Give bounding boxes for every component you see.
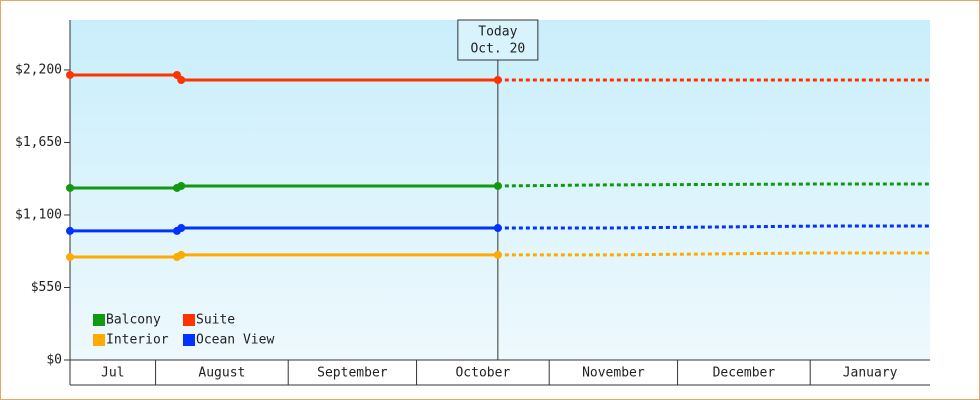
forecast-line [497, 182, 930, 188]
point [66, 70, 74, 79]
today-label: Today [478, 25, 517, 40]
x-tick-label: December [713, 366, 776, 381]
today-box [457, 19, 539, 61]
point [177, 250, 186, 259]
legend-swatch [183, 334, 195, 346]
point [493, 250, 502, 259]
y-tick-label: $0 [46, 353, 62, 368]
forecast-line [497, 251, 930, 257]
legend-label: Suite [196, 313, 235, 328]
point [493, 75, 502, 84]
point [177, 75, 186, 84]
point [493, 181, 502, 190]
point [66, 226, 74, 235]
x-tick-label: September [317, 366, 388, 381]
point [177, 181, 186, 190]
legend-label: Ocean View [196, 333, 274, 348]
today-date: Oct. 20 [470, 42, 525, 57]
legend-label: Balcony [106, 313, 161, 328]
point [66, 253, 74, 262]
x-tick-label: January [843, 366, 898, 381]
y-tick-label: $550 [31, 280, 62, 295]
y-tick-label: $1,650 [15, 135, 62, 150]
x-tick-label: November [582, 366, 645, 381]
y-tick-label: $2,200 [15, 62, 62, 77]
x-tick-label: August [198, 366, 245, 381]
legend-label: Interior [106, 333, 169, 348]
x-tick-label: Jul [101, 366, 124, 381]
point [493, 224, 502, 233]
legend-swatch [93, 314, 105, 326]
legend-swatch [93, 334, 105, 346]
forecast-line [497, 224, 930, 230]
legend-swatch [183, 314, 195, 326]
plot-area [70, 20, 930, 360]
point [66, 183, 74, 192]
y-tick-label: $1,100 [15, 207, 62, 222]
point [177, 224, 186, 233]
x-tick-label: October [455, 366, 510, 381]
